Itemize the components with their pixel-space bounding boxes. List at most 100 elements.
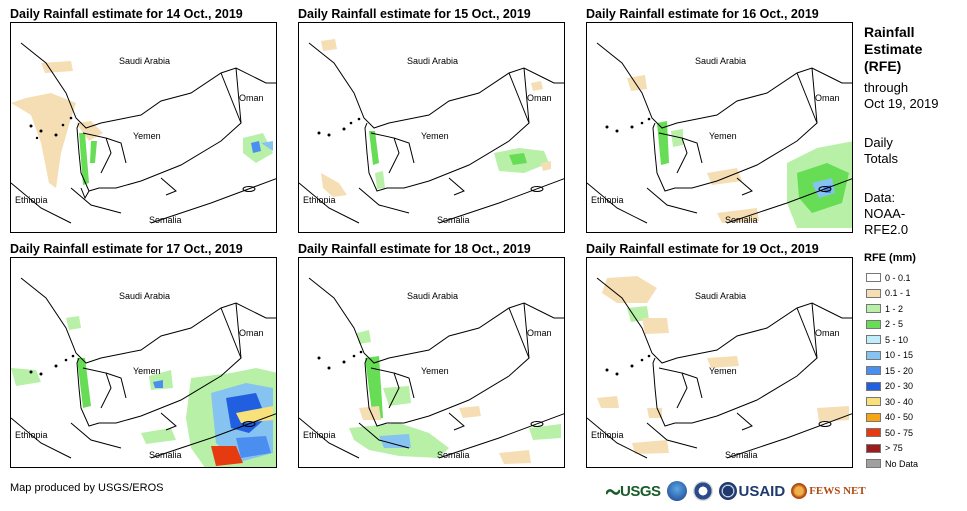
sidebar-title-line: (RFE)	[864, 58, 902, 74]
usaid-seal-icon	[718, 482, 737, 500]
label-somalia: Somalia	[725, 450, 758, 460]
label-somalia: Somalia	[149, 450, 182, 460]
legend-swatch	[866, 288, 881, 298]
legend-item: 50 - 75	[866, 425, 918, 441]
label-yemen: Yemen	[709, 366, 737, 376]
legend-label: 5 - 10	[885, 334, 909, 345]
sidebar-data-line: RFE2.0	[864, 222, 909, 237]
label-saudi: Saudi Arabia	[119, 291, 171, 301]
label-oman: Oman	[815, 328, 840, 338]
logo-strip: USGS USAID FEWS NET	[606, 479, 866, 503]
map-oct15-rain	[299, 39, 564, 224]
legend: 0 - 0.1 0.1 - 1 1 - 2 2 - 5 5 - 10 10 - 15 15 …	[866, 270, 918, 472]
coastal-islands	[605, 354, 651, 376]
socotra-island	[242, 421, 256, 427]
label-ethiopia: Ethiopia	[15, 195, 48, 205]
panel-title-oct16: Daily Rainfall estimate for 16 Oct., 201…	[586, 7, 819, 21]
sidebar-title-line: Estimate	[864, 41, 923, 57]
label-saudi: Saudi Arabia	[695, 291, 747, 301]
sidebar-title: Rainfall Estimate (RFE)	[864, 24, 964, 75]
label-ethiopia: Ethiopia	[15, 430, 48, 440]
map-oct19-rain	[587, 276, 852, 459]
socotra-island	[242, 186, 256, 192]
label-oman: Oman	[239, 93, 264, 103]
legend-title: RFE (mm)	[864, 252, 916, 264]
rain-areas	[597, 276, 849, 454]
map-oct18-rain	[299, 277, 564, 464]
sidebar-through-date: through Oct 19, 2019	[864, 80, 964, 112]
label-yemen: Yemen	[133, 131, 161, 141]
legend-label: 40 - 50	[885, 412, 914, 423]
legend-swatch	[866, 273, 881, 283]
label-somalia: Somalia	[437, 215, 470, 225]
legend-item: 15 - 20	[866, 363, 918, 379]
usgs-logo-text: USGS	[620, 482, 661, 500]
legend-label: 2 - 5	[885, 319, 904, 330]
legend-item: 1 - 2	[866, 301, 918, 317]
panel-title-oct17: Daily Rainfall estimate for 17 Oct., 201…	[10, 242, 243, 256]
legend-label: 20 - 30	[885, 381, 914, 392]
rain-areas	[349, 330, 561, 464]
sidebar-daily-totals: Daily Totals	[864, 135, 964, 167]
label-yemen: Yemen	[421, 131, 449, 141]
legend-label: 0.1 - 1	[885, 288, 911, 299]
legend-label: > 75	[885, 443, 903, 454]
legend-label: 15 - 20	[885, 365, 914, 376]
noaa-logo-icon	[666, 481, 687, 501]
legend-label: 50 - 75	[885, 427, 914, 438]
label-saudi: Saudi Arabia	[695, 56, 747, 66]
panel-title-oct15: Daily Rainfall estimate for 15 Oct., 201…	[298, 7, 531, 21]
legend-item: > 75	[866, 441, 918, 457]
label-yemen: Yemen	[421, 366, 449, 376]
label-somalia: Somalia	[437, 450, 470, 460]
map-oct17: Saudi Arabia Oman Yemen Ethiopia Somalia	[10, 257, 277, 468]
country-borders	[587, 277, 852, 459]
legend-item: No Data	[866, 456, 918, 472]
legend-swatch	[866, 335, 881, 345]
coastal-islands	[605, 117, 651, 133]
usgs-wave-icon	[606, 489, 620, 495]
country-borders	[299, 42, 564, 224]
legend-swatch	[866, 366, 881, 376]
rain-areas	[321, 39, 551, 197]
legend-item: 20 - 30	[866, 379, 918, 395]
legend-label: 1 - 2	[885, 303, 904, 314]
rain-areas	[11, 61, 273, 188]
legend-item: 0 - 0.1	[866, 270, 918, 286]
legend-item: 2 - 5	[866, 317, 918, 333]
map-oct14-rain	[11, 42, 276, 224]
label-yemen: Yemen	[133, 366, 161, 376]
label-oman: Oman	[527, 328, 552, 338]
map-oct14: Saudi Arabia Oman Yemen Ethiopia Somalia	[10, 22, 277, 233]
coastal-islands	[317, 117, 361, 137]
legend-swatch	[866, 319, 881, 329]
usaid-logo-text: USAID	[738, 482, 786, 500]
legend-item: 30 - 40	[866, 394, 918, 410]
legend-swatch	[866, 397, 881, 407]
panel-title-oct14: Daily Rainfall estimate for 14 Oct., 201…	[10, 7, 243, 21]
legend-swatch	[866, 459, 881, 469]
sidebar-sub-line: through	[864, 80, 909, 95]
rain-areas	[11, 316, 276, 467]
legend-label: No Data	[885, 458, 919, 469]
legend-label: 30 - 40	[885, 396, 914, 407]
fews-globe-icon	[791, 483, 808, 499]
label-somalia: Somalia	[725, 215, 758, 225]
socotra-island	[530, 186, 544, 192]
map-oct17-rain	[11, 277, 276, 467]
label-oman: Oman	[815, 93, 840, 103]
country-borders	[11, 42, 276, 224]
legend-swatch	[866, 443, 881, 453]
map-oct16: Saudi Arabia Oman Yemen Ethiopia Somalia	[586, 22, 853, 233]
rain-areas	[627, 75, 852, 228]
map-oct16-rain	[587, 42, 852, 228]
fews-logo-text: FEWS NET	[809, 485, 866, 497]
legend-item: 0.1 - 1	[866, 286, 918, 302]
label-saudi: Saudi Arabia	[119, 56, 171, 66]
usaid-logo: USAID	[718, 482, 786, 500]
legend-item: 10 - 15	[866, 348, 918, 364]
sidebar-data-line: Data:	[864, 190, 896, 205]
socotra-island	[818, 421, 832, 427]
map-oct18: Saudi Arabia Oman Yemen Ethiopia Somalia	[298, 257, 565, 468]
legend-swatch	[866, 381, 881, 391]
